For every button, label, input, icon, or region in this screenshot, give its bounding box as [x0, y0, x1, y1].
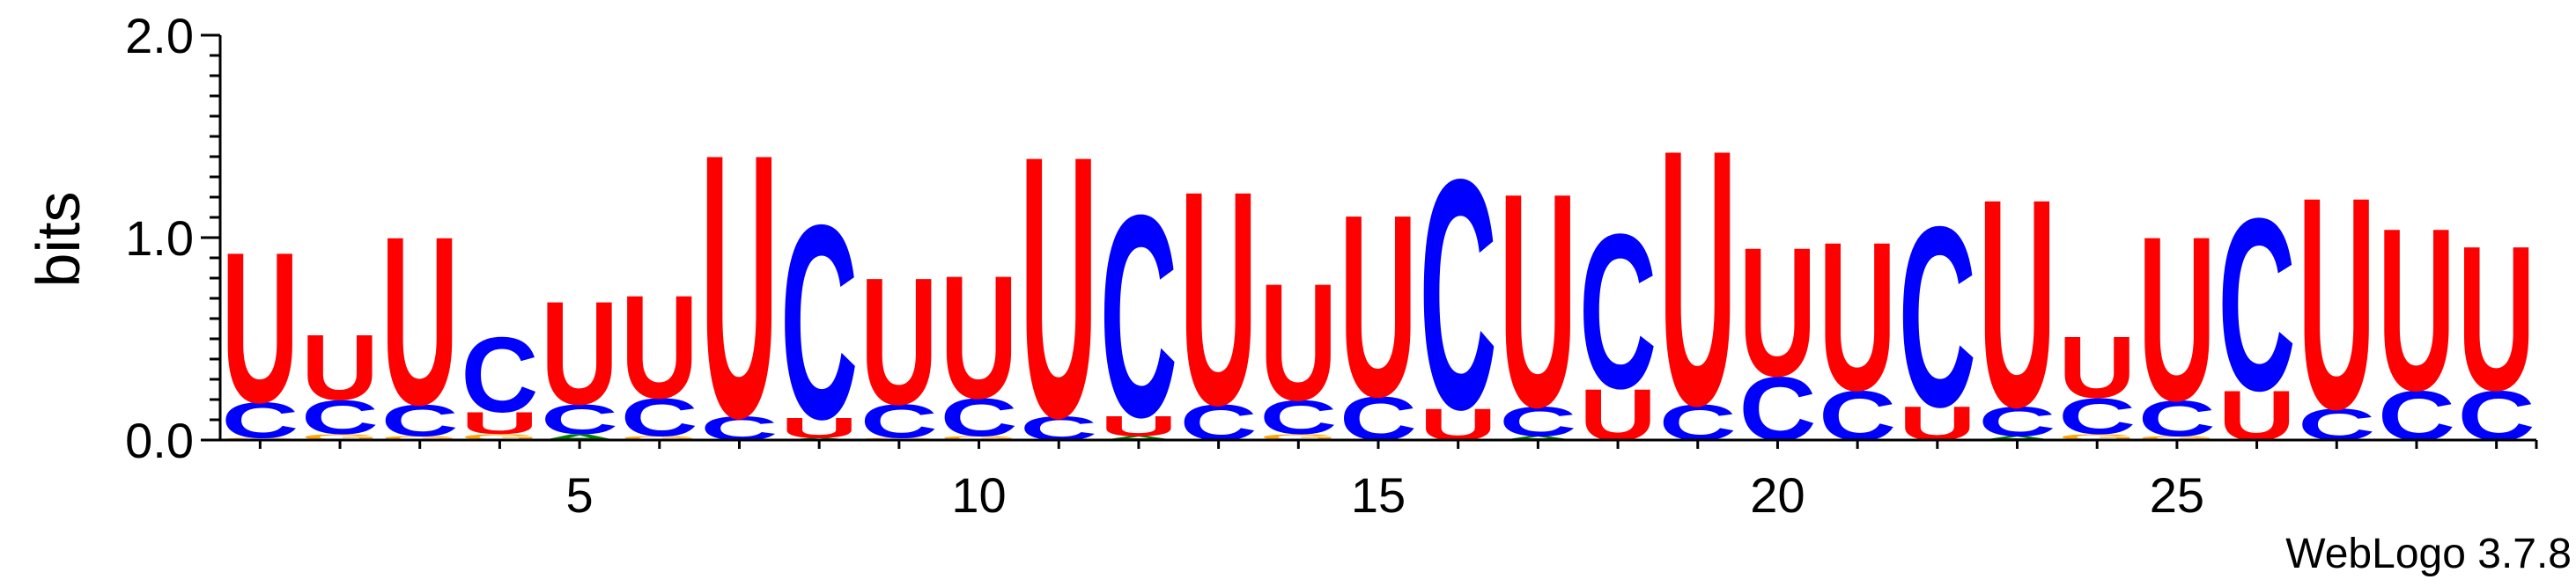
logo-letter-G: G [461, 432, 538, 442]
logo-letter-U: U [1979, 136, 2056, 469]
logo-letter-U: U [541, 271, 618, 435]
y-tick-label: 0.0 [125, 413, 194, 468]
logo-letter-U: U [2138, 187, 2216, 449]
logo-letter-U: U [1738, 209, 1816, 415]
logo-letter-U: U [2378, 180, 2455, 439]
logo-letter-U: U [1020, 79, 1097, 495]
logo-letter-U: U [700, 76, 778, 495]
x-tick-label: 10 [951, 467, 1006, 523]
x-tick-label: 5 [566, 467, 594, 523]
logo-letter-U: U [2058, 318, 2136, 416]
logo-letter-A: A [541, 432, 618, 442]
logo-letter-A: A [1979, 435, 2056, 441]
logo-letter-C: C [2218, 167, 2296, 442]
logo-letter-C: C [941, 388, 1018, 448]
logo-letter-U: U [1340, 159, 1417, 451]
logo-letter-C: C [780, 167, 858, 477]
logo-letter-G: G [381, 435, 459, 441]
logo-letter-U: U [1499, 131, 1576, 472]
logo-letter-G: G [301, 432, 379, 442]
logo-letter-C: C [1899, 173, 1976, 460]
footer-credit: WebLogo 3.7.8 [2285, 531, 2572, 577]
y-tick-label: 2.0 [125, 8, 194, 63]
logo-letter-U: U [941, 239, 1018, 435]
y-axis-label: bits [24, 192, 92, 288]
logo-letter-U: U [860, 239, 938, 442]
logo-letter-U: U [1819, 198, 1896, 435]
logo-letter-C: C [1259, 392, 1337, 445]
logo-letter-C: C [301, 392, 379, 445]
logo-letter-U: U [1180, 128, 1258, 469]
logo-letter-C: C [1979, 398, 2056, 445]
x-tick-label: 25 [2150, 467, 2204, 523]
logo-letter-A: A [1499, 435, 1576, 441]
logo-letter-G: G [621, 435, 698, 441]
logo-letter-C: C [621, 388, 698, 448]
logo-letter-U: U [461, 407, 538, 441]
logo-letter-C: C [2058, 389, 2136, 445]
logo-letter-C: C [1499, 398, 1576, 445]
logo-letter-A: A [1100, 435, 1177, 441]
logo-letter-U: U [621, 265, 698, 429]
logo-letter-U: U [1259, 249, 1337, 436]
y-tick-label: 1.0 [125, 210, 194, 266]
logo-letter-U: U [221, 207, 299, 447]
logo-letter-U: U [2298, 135, 2375, 473]
logo-letter-G: G [2138, 435, 2216, 441]
logo-letter-C: C [381, 395, 459, 446]
logo-letter-C: C [541, 395, 618, 443]
logo-letter-U: U [1100, 410, 1177, 442]
logo-letter-C: C [461, 315, 538, 435]
x-ticks: 5 10 15 20 25 [258, 440, 2498, 523]
x-tick-label: 15 [1351, 467, 1406, 523]
logo-letter-U: U [301, 316, 379, 420]
logo-letter-G: G [1259, 432, 1337, 442]
x-tick-label: 20 [1750, 467, 1805, 523]
logo-letter-G: G [941, 435, 1018, 441]
logo-letter-G: G [2058, 432, 2136, 442]
logo-letter-U: U [2458, 202, 2535, 433]
logo-letter-C: C [1579, 188, 1657, 435]
logo-letter-C: C [1420, 111, 1497, 478]
logo-letter-C: C [2138, 391, 2216, 447]
logo-letter-U: U [381, 187, 459, 455]
logo-letter-C: C [1100, 156, 1177, 478]
y-ticks: 0.0 1.0 2.0 [125, 8, 220, 468]
logo-letter-U: U [1659, 74, 1737, 481]
